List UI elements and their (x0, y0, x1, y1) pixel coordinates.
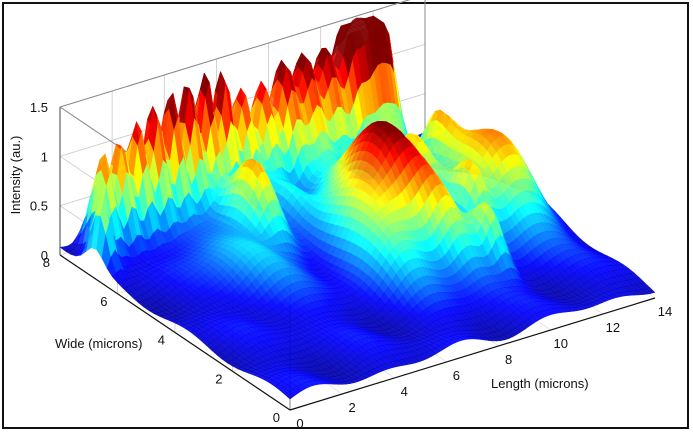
surface-patch (645, 287, 656, 294)
y-axis-line (59, 254, 291, 411)
x-tick-label: 14 (658, 304, 672, 319)
y-tick-label: 2 (215, 371, 222, 386)
surface-mesh (59, 15, 656, 400)
x-tick-label: 2 (349, 400, 356, 415)
y-tick-label: 0 (273, 410, 280, 425)
x-tick-label: 0 (296, 416, 303, 431)
x-tick-label: 10 (553, 336, 567, 351)
y-tick-label: 8 (43, 255, 50, 270)
x-axis-line (289, 297, 656, 411)
x-tick-label: 8 (505, 352, 512, 367)
z-axis-label: Intensity (au.) (8, 136, 23, 215)
figure-border (2, 2, 689, 429)
x-tick-label: 4 (401, 384, 408, 399)
axis-edge (59, 0, 411, 108)
y-tick-label: 4 (158, 333, 165, 348)
x-tick-label: 6 (453, 368, 460, 383)
x-axis-label: Length (microns) (491, 376, 589, 391)
z-tick-label: 1.5 (30, 100, 48, 115)
z-tick-label: 1 (41, 149, 48, 164)
x-tick-label: 12 (606, 320, 620, 335)
z-tick-label: 0.5 (30, 199, 48, 214)
y-axis-label: Wide (microns) (55, 336, 142, 351)
z-tick-label: 0 (41, 248, 48, 263)
y-tick-label: 6 (100, 294, 107, 309)
